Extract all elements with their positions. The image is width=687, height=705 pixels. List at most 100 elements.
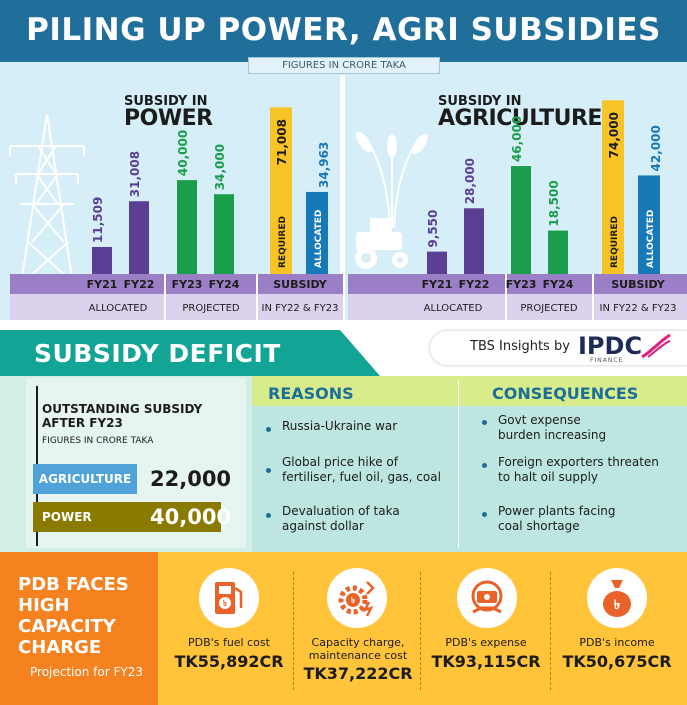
svg-text:৳: ৳ — [614, 598, 621, 613]
bar-fy21 — [92, 246, 112, 274]
consequence-3-line2: coal shortage — [498, 519, 580, 533]
bar-fy24 — [214, 194, 234, 274]
consequence-1-line1: Govt expense — [498, 413, 581, 427]
fy-band — [10, 274, 343, 294]
bar-value-label: 18,500 — [547, 180, 561, 226]
ipdc-logo: IPDC — [578, 332, 643, 360]
svg-text:৳: ৳ — [351, 596, 355, 605]
power-label-box — [33, 502, 221, 532]
bar-fy22 — [129, 201, 149, 274]
reasons-divider — [458, 380, 459, 548]
outstanding-note: FIGURES IN CRORE TAKA — [42, 436, 154, 446]
subsidy-footer: IN FY22 & FY23 — [262, 303, 339, 314]
subsidy-bar-label: ALLOCATED — [314, 210, 324, 268]
bullet-dot — [482, 512, 487, 517]
subsidy-bar-label: ALLOCATED — [646, 210, 656, 268]
reasons-header-band — [252, 376, 687, 406]
pdb-item-4-value: TK50,675CR — [562, 652, 672, 671]
group-label: ALLOCATED — [424, 303, 483, 314]
agriculture-label-box — [33, 464, 137, 494]
reason-3-line2: against dollar — [282, 519, 364, 533]
pdb-item-4-label: PDB's income — [579, 636, 655, 649]
reason-3-line1: Devaluation of taka — [282, 504, 400, 518]
power-chart-title-line1: SUBSIDY IN — [124, 94, 208, 109]
pdb-divider — [293, 572, 294, 690]
tick-label: FY21 — [87, 278, 118, 291]
bar-value-label: 34,000 — [213, 144, 227, 190]
bar-subsidy-allocated — [306, 191, 328, 274]
deficit-title: SUBSIDY DEFICIT — [34, 339, 281, 368]
subsidy-bar-value: 74,000 — [607, 112, 621, 158]
power-label: POWER — [42, 510, 92, 524]
ipdc-swoosh-icon — [641, 333, 671, 359]
group-label: ALLOCATED — [89, 303, 148, 314]
subsidy-bar-value: 34,963 — [317, 142, 331, 188]
deficit-banner — [0, 330, 380, 376]
bar-fy23 — [177, 180, 197, 274]
subsidy-bar-label: REQUIRED — [610, 216, 620, 268]
consequence-2-line1: Foreign exporters threaten — [498, 455, 659, 469]
agriculture-label: AGRICULTURE — [38, 472, 132, 486]
subsidy-bar-value: 42,000 — [649, 125, 663, 171]
bar-value-label: 9,550 — [426, 210, 440, 248]
pdb-item-2-label-2: maintenance cost — [308, 649, 408, 662]
pdb-subtitle: Projection for FY23 — [30, 665, 143, 679]
group-label: PROJECTED — [182, 303, 240, 314]
tick-label: FY22 — [459, 278, 490, 291]
subsidy-header: SUBSIDY — [273, 278, 328, 291]
money-bag-icon: ৳ — [603, 580, 631, 617]
bar-fy24 — [548, 230, 568, 274]
pdb-title-panel — [0, 552, 158, 705]
pdb-title: PDB FACES HIGH CAPACITY CHARGE — [18, 574, 129, 658]
tick-label: FY21 — [422, 278, 453, 291]
svg-text:৳: ৳ — [223, 599, 227, 608]
pdb-divider — [550, 572, 551, 690]
pdb-item-3-value: TK93,115CR — [431, 652, 541, 671]
outstanding-title-2: AFTER FY23 — [42, 416, 123, 430]
subsidy-bar-value: 71,008 — [275, 119, 289, 165]
group-band — [10, 294, 343, 320]
bar-subsidy-required — [270, 107, 292, 274]
fy-band — [348, 274, 687, 294]
bar-subsidy-allocated — [638, 175, 660, 274]
bar-fy23 — [511, 166, 531, 274]
consequence-3-line1: Power plants facing — [498, 504, 616, 518]
bar-value-label: 46,000 — [510, 116, 524, 162]
agri-chart-title-line2: AGRICULTURE — [438, 106, 602, 131]
consequence-1-line2: burden increasing — [498, 428, 607, 442]
tick-label: FY24 — [209, 278, 240, 291]
units-note: FIGURES IN CRORE TAKA — [248, 57, 440, 74]
subsidy-bar-label: REQUIRED — [278, 216, 288, 268]
bar-value-label: 40,000 — [176, 130, 190, 176]
bar-fy21 — [427, 251, 447, 274]
wheat-tractor-illustration — [355, 131, 429, 269]
bullet-dot — [266, 427, 271, 432]
pdb-item-2-label-1: Capacity charge, — [311, 636, 405, 649]
credit-box — [430, 331, 687, 365]
agriculture-value: 22,000 — [150, 467, 232, 491]
reason-2-line2: fertiliser, fuel oil, gas, coal — [282, 470, 441, 484]
pdb-item-2-value: TK37,222CR — [303, 664, 413, 683]
group-band — [348, 294, 687, 320]
tick-label: FY22 — [124, 278, 155, 291]
consequence-2-line2: to halt oil supply — [498, 470, 599, 484]
ipdc-logo-sub: FINANCE — [590, 357, 624, 364]
reason-1-line1: Russia-Ukraine war — [282, 419, 398, 433]
subsidy-footer: IN FY22 & FY23 — [600, 303, 677, 314]
bullet-dot — [482, 463, 487, 468]
pylon-illustration — [9, 113, 85, 279]
subsidy-header: SUBSIDY — [611, 278, 666, 291]
gear-money-icon: ৳ — [338, 581, 375, 617]
reason-2-line1: Global price hike of — [282, 455, 398, 469]
money-out-icon — [471, 580, 503, 614]
bar-value-label: 11,509 — [91, 197, 105, 243]
pdb-item-3-label: PDB's expense — [445, 636, 527, 649]
bar-value-label: 28,000 — [463, 158, 477, 204]
tick-label: FY24 — [543, 278, 574, 291]
fuel-pump-icon: ৳ — [215, 582, 243, 614]
pdb-item-1-value: TK55,892CR — [174, 652, 284, 671]
pdb-item-1-label: PDB's fuel cost — [188, 636, 270, 649]
power-chart-title-line2: POWER — [124, 106, 213, 131]
bar-value-label: 31,008 — [128, 151, 142, 197]
page-title: PILING UP POWER, AGRI SUBSIDIES — [26, 12, 661, 48]
